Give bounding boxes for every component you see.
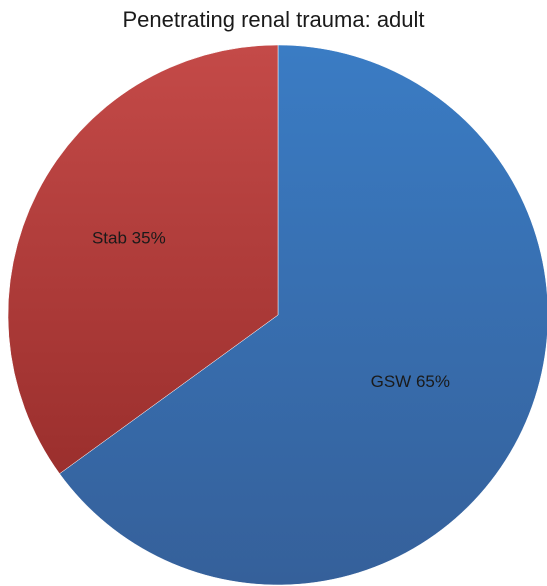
- chart-title: Penetrating renal trauma: adult: [122, 7, 425, 32]
- pie-slice-gsw: [59, 44, 547, 586]
- pie-slice-stab: [7, 44, 279, 475]
- slice-label-stab: Stab 35%: [92, 228, 166, 247]
- slice-label-gsw: GSW 65%: [371, 372, 450, 391]
